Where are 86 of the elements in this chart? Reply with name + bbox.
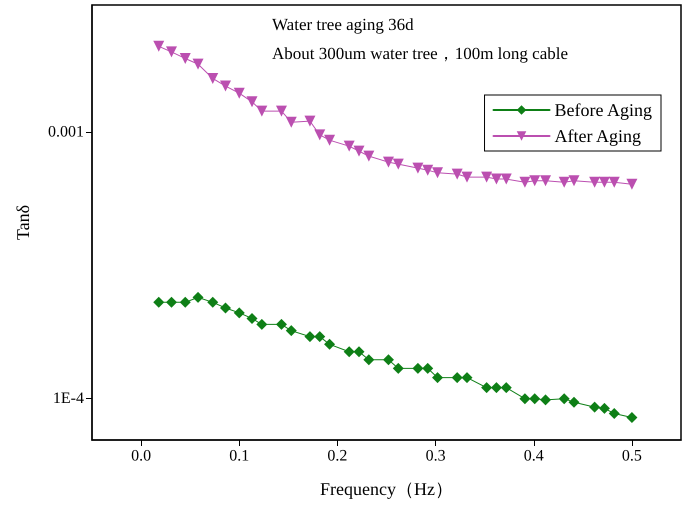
point — [234, 88, 245, 99]
point — [412, 162, 424, 174]
point — [256, 318, 268, 330]
x-axis-title: Frequency（Hz） — [320, 479, 453, 499]
legend-label: Before Aging — [554, 100, 652, 120]
y-axis-title: Tanδ — [13, 204, 33, 240]
point — [500, 174, 512, 185]
point — [192, 58, 204, 70]
point — [324, 338, 336, 350]
annotation: Water tree aging 36d — [272, 15, 414, 34]
x-tick-label: 0.2 — [327, 448, 348, 464]
point — [392, 158, 404, 170]
point — [412, 362, 424, 374]
point — [558, 176, 570, 188]
point — [529, 393, 540, 404]
point — [626, 412, 638, 424]
point — [540, 175, 552, 186]
point — [180, 296, 191, 308]
point — [519, 393, 530, 404]
point — [166, 296, 178, 308]
point — [220, 80, 232, 92]
point — [392, 362, 404, 374]
point — [363, 150, 374, 162]
point — [344, 140, 355, 152]
point — [481, 382, 492, 394]
point — [382, 354, 394, 366]
point — [344, 346, 355, 358]
point — [568, 396, 580, 408]
point — [529, 175, 540, 186]
x-tick-label: 0.5 — [622, 448, 642, 464]
point — [519, 176, 530, 188]
y-tick-label: 1E-4 — [52, 390, 84, 408]
point — [422, 362, 434, 374]
point — [207, 72, 218, 84]
point — [432, 372, 444, 384]
point — [314, 129, 326, 140]
point — [568, 175, 580, 186]
point — [363, 354, 374, 366]
point — [314, 331, 326, 342]
point — [246, 96, 258, 108]
point — [354, 146, 365, 157]
point — [234, 307, 245, 318]
point — [354, 346, 365, 358]
point — [286, 325, 297, 336]
point — [598, 402, 610, 414]
point — [276, 106, 287, 117]
x-tick-label: 0.3 — [426, 448, 446, 464]
point — [490, 382, 502, 394]
point — [481, 172, 492, 183]
point — [432, 167, 444, 178]
point — [304, 116, 316, 127]
point — [598, 176, 610, 188]
point — [324, 134, 336, 146]
point — [452, 168, 463, 180]
point — [558, 393, 570, 404]
point — [452, 372, 463, 384]
point — [192, 292, 204, 303]
point — [608, 176, 620, 188]
point — [153, 40, 164, 52]
x-tick-label: 0.4 — [524, 448, 544, 464]
point — [207, 296, 218, 308]
annotation: About 300um water tree，100m long cable — [272, 44, 568, 63]
point — [166, 46, 178, 58]
point — [220, 302, 232, 314]
point — [540, 394, 552, 406]
point — [608, 408, 620, 420]
point — [626, 178, 638, 190]
point — [500, 382, 512, 394]
point — [461, 372, 472, 384]
point — [490, 174, 502, 185]
point — [153, 296, 164, 308]
point — [589, 402, 600, 413]
point — [422, 164, 434, 176]
legend-label: After Aging — [554, 126, 642, 146]
point — [286, 116, 297, 128]
point — [461, 172, 472, 183]
x-tick-label: 0.0 — [131, 448, 152, 464]
point — [276, 318, 287, 330]
point — [382, 156, 394, 168]
point — [180, 52, 191, 64]
point — [304, 331, 316, 342]
point — [256, 106, 268, 117]
y-tick-label: 0.001 — [48, 124, 84, 141]
x-tick-label: 0.1 — [229, 448, 250, 464]
point — [246, 312, 258, 324]
point — [589, 176, 600, 188]
